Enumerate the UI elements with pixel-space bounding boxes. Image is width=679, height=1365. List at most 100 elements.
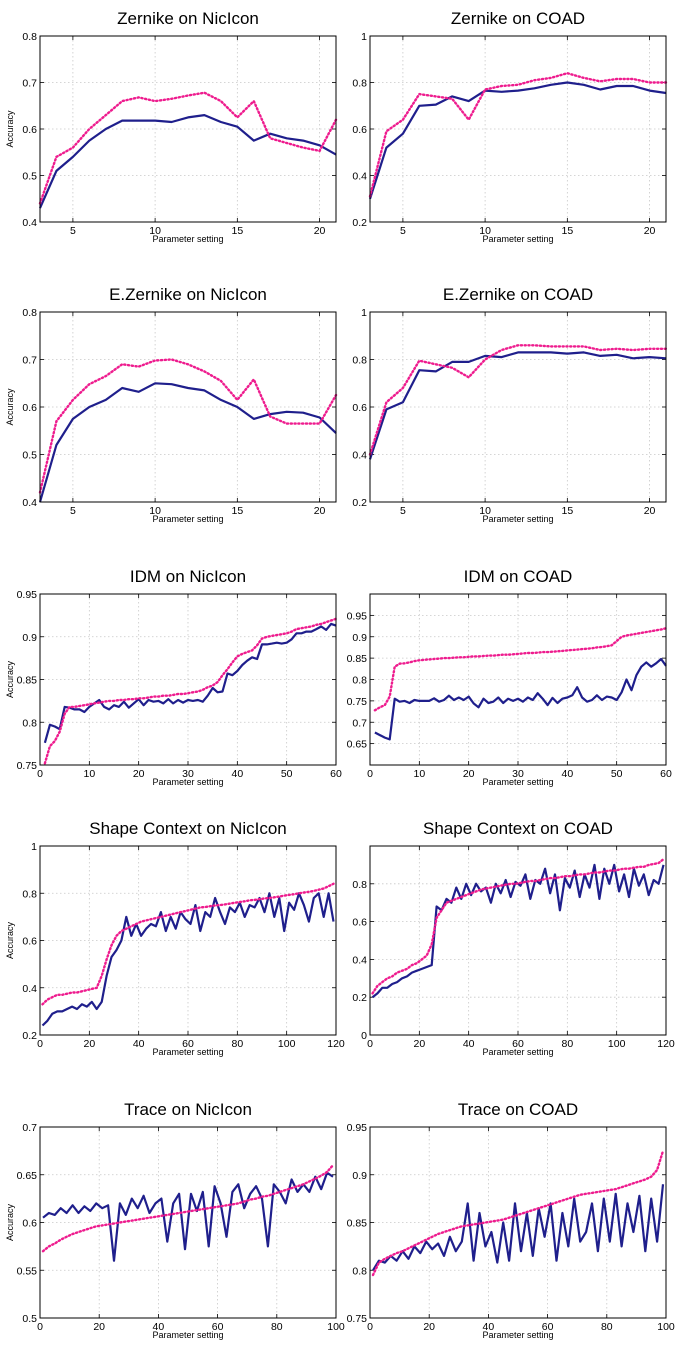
x-axis-label: Parameter setting bbox=[482, 514, 553, 524]
y-tick-label: 0.95 bbox=[347, 1122, 368, 1134]
chart-panel: Zernike on COAD 5 10 15 20 0.2 0.4 0.6 0.8 1 Param… bbox=[352, 9, 668, 244]
y-axis-label: Accuracy bbox=[5, 921, 15, 959]
series-line-dotted bbox=[371, 858, 665, 995]
y-tick-label: 0.8 bbox=[22, 307, 37, 319]
plot-frame bbox=[369, 593, 667, 766]
y-tick-label: 0.8 bbox=[352, 1265, 367, 1277]
chart-title: Zernike on NicIcon bbox=[117, 9, 259, 28]
y-axis-label: Accuracy bbox=[5, 660, 15, 698]
y-tick-label: 0.85 bbox=[17, 675, 38, 687]
y-tick-label: 0.2 bbox=[352, 497, 367, 509]
chart-panel: Shape Context on NicIcon 0 20 40 60 80 100 120 0… bbox=[5, 819, 345, 1057]
y-tick-label: 0.6 bbox=[22, 1218, 37, 1230]
x-tick-label: 60 bbox=[512, 1038, 524, 1050]
y-tick-label: 0.6 bbox=[22, 124, 37, 136]
y-tick-label: 0.75 bbox=[347, 696, 368, 708]
y-tick-label: 0.6 bbox=[352, 402, 367, 414]
y-tick-label: 0.8 bbox=[352, 355, 367, 367]
series-line-solid bbox=[38, 382, 337, 503]
y-tick-label: 0.95 bbox=[17, 589, 38, 601]
x-tick-label: 20 bbox=[463, 768, 475, 780]
y-tick-label: 0.65 bbox=[347, 739, 368, 751]
x-axis-label: Parameter setting bbox=[482, 777, 553, 787]
y-tick-label: 0.6 bbox=[22, 402, 37, 414]
x-tick-label: 20 bbox=[314, 225, 326, 237]
chart-title: IDM on COAD bbox=[464, 567, 573, 586]
series-line-dotted bbox=[371, 1149, 665, 1277]
x-tick-label: 10 bbox=[149, 225, 161, 237]
y-tick-label: 0.8 bbox=[352, 879, 367, 891]
x-tick-label: 0 bbox=[367, 1038, 373, 1050]
y-tick-label: 0.75 bbox=[17, 760, 38, 772]
y-tick-label: 0.7 bbox=[22, 78, 37, 90]
series-line-solid bbox=[368, 81, 667, 200]
plot-frame bbox=[369, 1126, 667, 1319]
chart-title: E.Zernike on COAD bbox=[443, 285, 593, 304]
plot-frame bbox=[369, 311, 667, 503]
x-tick-label: 15 bbox=[561, 225, 573, 237]
chart-panel: IDM on NicIcon 0 10 20 30 40 50 60 0.75 0.8 0.85 0.… bbox=[5, 567, 342, 787]
y-tick-label: 0.2 bbox=[22, 1030, 37, 1042]
chart-panel: Trace on COAD 0 20 40 60 80 100 0.75 0.8 0.85 0.9 0… bbox=[347, 1100, 675, 1340]
x-axis-label: Parameter setting bbox=[152, 514, 223, 524]
y-axis-label: Accuracy bbox=[5, 388, 15, 426]
y-tick-label: 0.5 bbox=[22, 171, 37, 183]
x-tick-label: 20 bbox=[644, 505, 656, 517]
y-axis-label: Accuracy bbox=[5, 1203, 15, 1241]
chart-title: E.Zernike on NicIcon bbox=[109, 285, 267, 304]
y-tick-label: 0.8 bbox=[22, 31, 37, 43]
x-tick-label: 60 bbox=[660, 768, 672, 780]
y-tick-label: 0.75 bbox=[347, 1313, 368, 1325]
x-tick-label: 50 bbox=[611, 768, 623, 780]
x-tick-label: 15 bbox=[231, 225, 243, 237]
x-tick-label: 0 bbox=[37, 768, 43, 780]
x-axis-label: Parameter setting bbox=[482, 1330, 553, 1340]
x-tick-label: 0 bbox=[37, 1038, 43, 1050]
series-line-solid bbox=[372, 1184, 665, 1271]
chart-panel: E.Zernike on COAD 5 10 15 20 0.2 0.4 0.6 0.8 1 Par… bbox=[352, 285, 668, 524]
y-tick-label: 0.65 bbox=[17, 1170, 38, 1182]
y-tick-label: 0.85 bbox=[347, 1218, 368, 1230]
plot-frame bbox=[39, 311, 337, 503]
x-tick-label: 10 bbox=[479, 225, 491, 237]
series-line-dotted bbox=[41, 882, 335, 1006]
series-line-dotted bbox=[373, 627, 668, 712]
y-tick-label: 0.4 bbox=[22, 217, 37, 229]
x-tick-label: 0 bbox=[367, 768, 373, 780]
chart-title: IDM on NicIcon bbox=[130, 567, 246, 586]
series-line-solid bbox=[42, 1171, 334, 1262]
x-tick-label: 5 bbox=[70, 225, 76, 237]
y-tick-label: 0 bbox=[361, 1030, 367, 1042]
series-line-solid bbox=[368, 351, 667, 460]
x-tick-label: 20 bbox=[423, 1321, 435, 1333]
y-tick-label: 0.7 bbox=[22, 355, 37, 367]
series-line-dotted bbox=[41, 1163, 335, 1253]
x-tick-label: 100 bbox=[608, 1038, 626, 1050]
x-tick-label: 50 bbox=[281, 768, 293, 780]
x-axis-label: Parameter setting bbox=[152, 1330, 223, 1340]
y-tick-label: 0.8 bbox=[22, 717, 37, 729]
y-tick-label: 0.5 bbox=[22, 450, 37, 462]
chart-title: Shape Context on COAD bbox=[423, 819, 613, 838]
x-tick-label: 80 bbox=[561, 1038, 573, 1050]
x-tick-label: 30 bbox=[512, 768, 524, 780]
plot-frame bbox=[39, 845, 337, 1036]
x-tick-label: 20 bbox=[644, 225, 656, 237]
y-tick-label: 0.4 bbox=[352, 171, 367, 183]
x-tick-label: 40 bbox=[133, 1038, 145, 1050]
y-tick-label: 0.6 bbox=[22, 936, 37, 948]
x-tick-label: 20 bbox=[83, 1038, 95, 1050]
x-tick-label: 40 bbox=[153, 1321, 165, 1333]
y-tick-label: 0.9 bbox=[352, 1170, 367, 1182]
x-tick-label: 30 bbox=[182, 768, 194, 780]
x-tick-label: 0 bbox=[37, 1321, 43, 1333]
x-tick-label: 20 bbox=[133, 768, 145, 780]
plot-frame bbox=[39, 593, 337, 766]
series-line-solid bbox=[374, 657, 667, 741]
y-tick-label: 0.2 bbox=[352, 217, 367, 229]
x-axis-label: Parameter setting bbox=[482, 1047, 553, 1057]
series-line-dotted bbox=[43, 617, 338, 765]
chart-panel: E.Zernike on NicIcon 5 10 15 20 0.4 0.5 0.6 0.7 0… bbox=[5, 285, 338, 524]
plot-frame bbox=[369, 845, 667, 1036]
y-tick-label: 1 bbox=[361, 307, 367, 319]
